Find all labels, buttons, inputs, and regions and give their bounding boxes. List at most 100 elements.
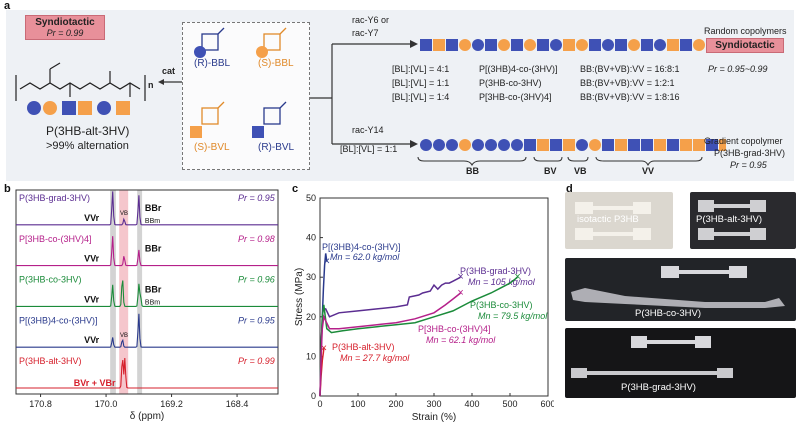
break-marker: × [457,271,463,283]
chain-square [680,139,692,151]
photo-alt: P(3HB-alt-3HV) [690,192,796,249]
polymer-label: P(3HB-alt-3HV) [46,124,130,138]
photo-grad: P(3HB-grad-3HV) [565,328,796,398]
ratio-2-dyads: BB:(BV+VB):VV = 1:2:1 [580,78,675,88]
photo-co: P(3HB-co-3HV) [565,258,796,321]
break-marker: × [457,287,463,299]
y-tick-label: 30 [306,272,316,282]
series-mn-label: Mn = 62.0 kg/mol [330,252,400,262]
nmr-tick-label: 170.0 [95,399,118,409]
nmr-spectrum-line [16,357,278,389]
photo-isotactic-p3hb: isotactic P3HB [565,192,673,249]
nmr-spectrum-label: P(3HB-grad-3HV) [19,193,90,203]
segment-braces [417,156,703,166]
chain-square [667,139,679,151]
series-line [319,276,519,397]
photo-label-alt: P(3HB-alt-3HV) [696,214,762,225]
chain-circle [589,139,601,151]
chain-square [641,139,653,151]
series-name-label: P(3HB-co-3HV) [470,300,533,310]
ratio-1: [BL]:[VL] = 4:1 [392,64,450,74]
chain-square [511,39,523,51]
chain-square [615,139,627,151]
reaction-arrows [310,40,418,148]
chain-circle [472,39,484,51]
nmr-spectra: P(3HB-grad-3HV) Pr = 0.95 VVr VB BBr BBm P[3HB… [15,189,279,422]
chain-circle [498,39,510,51]
nmr-pr-label: Pr = 0.96 [238,275,275,285]
break-marker: × [321,342,327,354]
x-tick-label: 600 [540,399,554,409]
ratio-row-3: [BL]:[VL] = 1:4 P[3HB-co-(3HV)4] BB:(BV+… [392,92,680,102]
gradient-chain [420,139,726,151]
nmr-pr-label: Pr = 0.95 [238,193,276,203]
chain-square [485,39,497,51]
break-marker: × [324,255,330,267]
panel-d-letter: d [566,183,573,195]
ratio-3: [BL]:[VL] = 1:4 [392,92,450,102]
chain-square [433,39,445,51]
photo-label-isotactic: isotactic P3HB [577,214,639,225]
nmr-tick-label: 170.8 [29,399,52,409]
ratio-1-dyads: BB:(BV+VB):VV = 16:8:1 [580,64,680,74]
chain-square [719,139,726,151]
monomer-s-bbl: (S)-BBL [258,58,294,69]
chain-circle [654,39,666,51]
chain-circle [498,139,510,151]
series-mn-label: Mn = 105 kg/mol [468,277,536,287]
chain-circle [459,39,471,51]
nmr-peak-label: BBm [145,218,160,225]
series-name-label: P(3HB-alt-3HV) [332,342,395,352]
ratio-2: [BL]:[VL] = 1:1 [392,78,450,88]
series-line [319,276,461,397]
chain-square [563,139,575,151]
x-tick-label: 0 [317,399,322,409]
nmr-peak-label: BBr [145,203,162,213]
chain-square [420,39,432,51]
nmr-spectrum-line [16,236,278,267]
y-tick-label: 40 [306,233,316,243]
syndiotactic-label-right: Syndiotactic [715,40,775,51]
chain-circle [459,139,471,151]
monomer-r-bvl: (R)-BVL [258,142,295,153]
series-mn-label: Mn = 79.5 kg/mol [478,311,548,321]
chain-square [654,139,666,151]
series-line [319,292,462,397]
syndiotactic-box-right: Syndiotactic [706,38,784,53]
nmr-peak-label: BBr [145,284,162,294]
chain-circle [524,39,536,51]
chain-square [615,39,627,51]
stretched-specimens-co [571,266,785,308]
alternation-label: >99% alternation [46,140,129,152]
x-axis-label: Strain (%) [412,412,456,423]
nmr-peak-label: VVr [84,213,100,223]
chain-circle [446,139,458,151]
segment-vb: VB [574,166,587,176]
chain-square [641,39,653,51]
photo-label-grad: P(3HB-grad-3HV) [621,382,696,393]
gradient-polymer: P(3HB-grad-3HV) [714,148,786,158]
nmr-peak-label: VVr [84,294,100,304]
chain-square [680,39,692,51]
nmr-xlabel: δ (ppm) [130,411,164,422]
x-tick-label: 100 [350,399,365,409]
stress-strain-chart: 0 100 200 300 400 500 600 0 10 20 30 40 50 Strain (%)… [294,193,554,423]
y-tick-label: 0 [311,391,316,401]
chain-circle [576,139,588,151]
x-tick-label: 400 [464,399,479,409]
nmr-spectrum-label: P[(3HB)4-co-(3HV)] [19,315,98,325]
series-mn-label: Mn = 27.7 kg/mol [340,353,410,363]
chain-circle [693,39,705,51]
random-copolymers-label: Random copolymers [704,26,787,36]
y-tick-label: 10 [306,351,316,361]
syndiotactic-box-left: Syndiotactic Pr = 0.99 [25,15,105,40]
chain-square [537,139,549,151]
monomer-r-bbl: (R)-BBL [194,58,231,69]
photo-label-co: P(3HB-co-3HV) [635,308,701,319]
catalyst-lower: rac-Y14 [352,125,384,135]
nmr-tick-label: 168.4 [226,399,249,409]
nmr-peak-label: VVr [84,335,100,345]
panel-c-letter: c [292,183,299,195]
cat-label: cat [162,66,176,76]
